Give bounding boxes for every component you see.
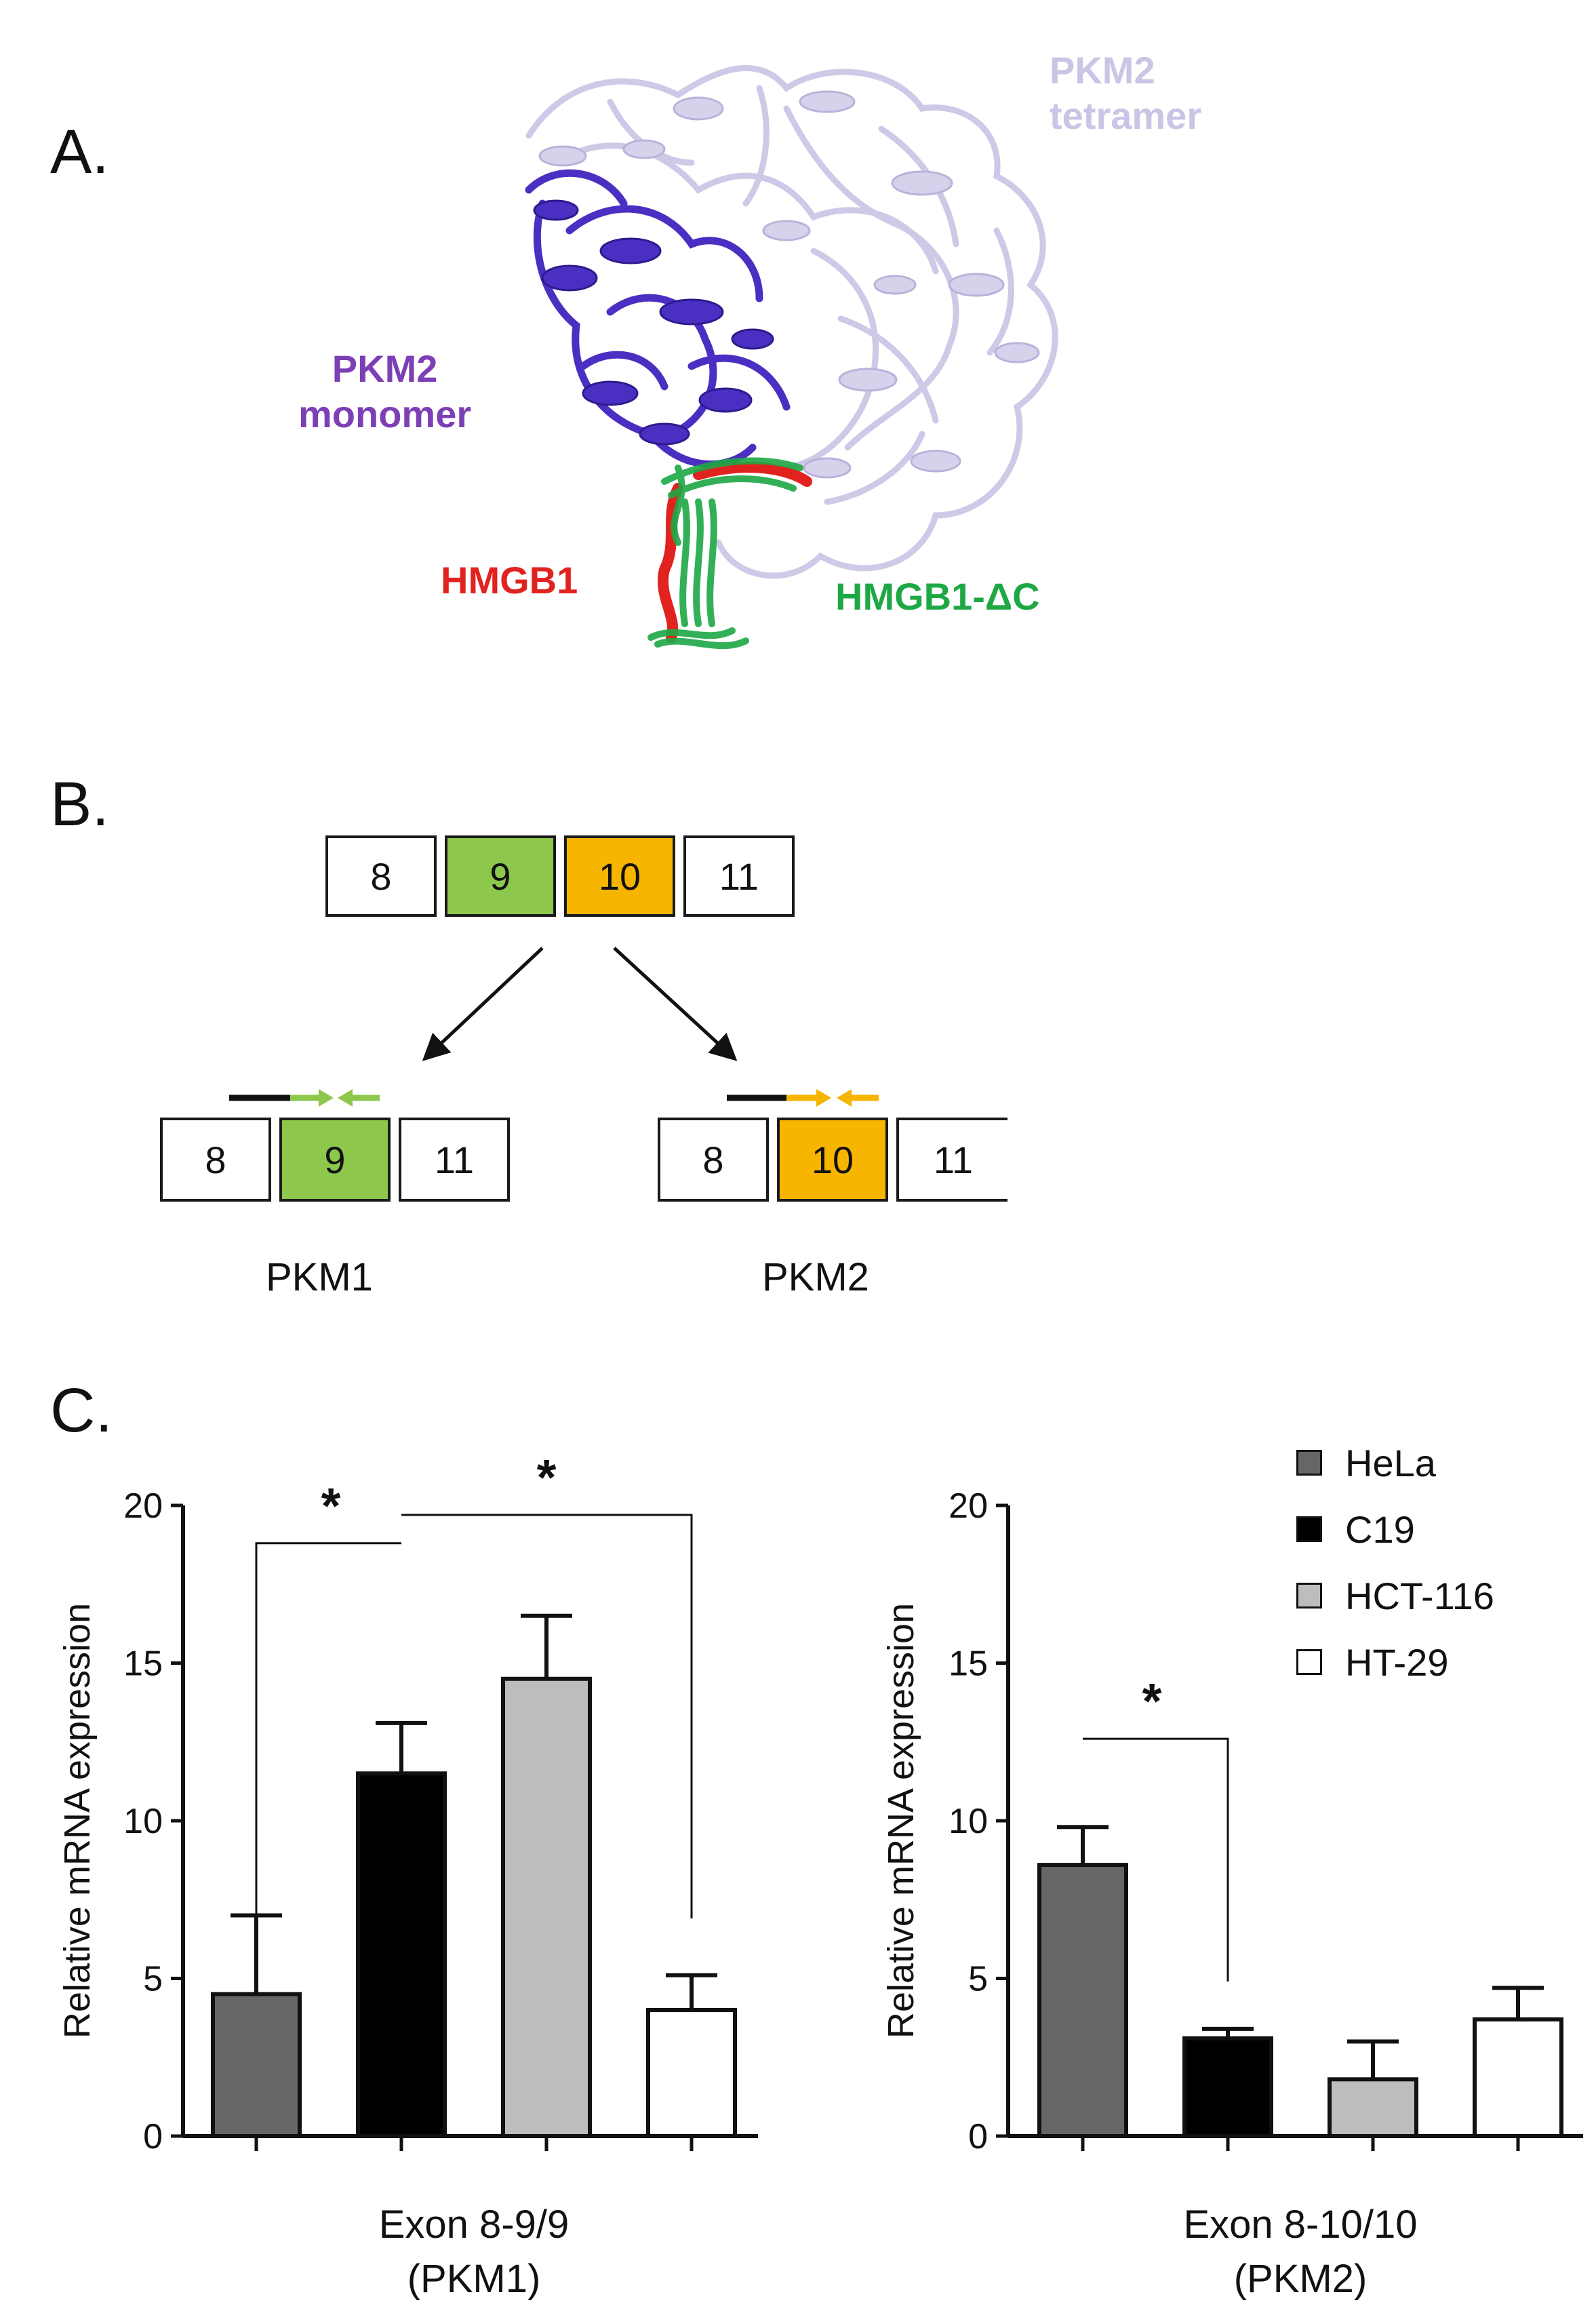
panel-c-letter: C. [50, 1376, 113, 1445]
y-tick-label: 20 [123, 1486, 163, 1526]
panel-b-letter: B. [50, 770, 109, 839]
pkm2-label: PKM2 [762, 1255, 869, 1299]
legend-label: HT-29 [1345, 1640, 1449, 1684]
y-tick-label: 5 [968, 1960, 988, 1999]
gene-exon-9: 9 [445, 835, 556, 917]
y-tick-label: 15 [123, 1644, 163, 1684]
legend-label: C19 [1345, 1507, 1415, 1551]
pkm2-exon-11: 11 [896, 1118, 1008, 1202]
monomer-label-line1: PKM2 [332, 347, 438, 390]
bar [356, 1771, 447, 2138]
gene-exon-9-label: 9 [490, 854, 511, 898]
legend-item: HeLa [1296, 1429, 1494, 1496]
pkm2-exon-8: 8 [658, 1118, 769, 1202]
pkm1-reverse-primer-head [338, 1089, 353, 1107]
gene-exon-11: 11 [683, 835, 795, 917]
y-tick-label: 15 [949, 1644, 988, 1684]
significance-bracket [255, 1542, 401, 1975]
pkm1-exon-8-label: 8 [205, 1138, 226, 1181]
significance-star: * [537, 1458, 557, 1505]
gene-exon-8: 8 [325, 835, 437, 917]
pkm1-exon-11: 11 [399, 1118, 510, 1202]
legend-label: HCT-116 [1345, 1574, 1494, 1617]
x-axis-label-line2: (PKM1) [407, 2257, 541, 2301]
pkm2-reverse-primer-head [837, 1089, 852, 1107]
bar [501, 1676, 592, 2138]
y-tick-label: 0 [143, 2117, 163, 2156]
legend: HeLa C19 HCT-116 HT-29 [1296, 1429, 1494, 1695]
legend-swatch [1296, 1516, 1322, 1542]
pkm1-exon-11-label: 11 [434, 1138, 475, 1181]
legend-swatch [1296, 1583, 1322, 1609]
y-tick-label: 20 [949, 1486, 988, 1526]
pkm1-label: PKM1 [266, 1255, 373, 1299]
pkm2-exon-10: 10 [777, 1118, 888, 1202]
bar [1037, 1863, 1128, 2138]
x-axis-label-line2: (PKM2) [1234, 2257, 1368, 2301]
gene-exon-11-label: 11 [719, 854, 759, 898]
legend-label: HeLa [1345, 1441, 1436, 1484]
chart-pkm2: 0 5 10 15 20 Relative mRNA expression * Exon 8-… [881, 1486, 1583, 2301]
bar [211, 1992, 302, 2138]
monomer-label-line2: monomer [298, 393, 472, 436]
legend-swatch [1296, 1649, 1322, 1675]
y-axis-label: Relative mRNA expression [57, 1603, 98, 2038]
pkm2-hmgb1-structure [525, 64, 1058, 650]
pkm1-forward-primer-head [319, 1089, 334, 1107]
splicing-arrows [229, 947, 879, 1107]
bar [1473, 2017, 1563, 2139]
pkm2-exon-10-label: 10 [811, 1138, 854, 1181]
panel-a-letter: A. [50, 117, 109, 186]
chart-pkm1: 0 5 10 15 20 Relative mRNA expression * * Exon 8… [57, 1458, 758, 2301]
y-tick-label: 5 [143, 1960, 163, 1999]
pkm1-exon-8: 8 [160, 1118, 271, 1202]
bar [646, 2008, 737, 2138]
gene-exon-8-label: 8 [370, 854, 392, 898]
bar [1182, 2036, 1273, 2138]
pkm2-forward-primer-head [816, 1089, 831, 1107]
tetramer-label-line2: tetramer [1050, 94, 1202, 138]
significance-star: * [321, 1478, 341, 1534]
arrow-to-pkm1 [422, 947, 544, 1061]
pkm2-tetramer-helices [538, 90, 1040, 479]
pkm2-exon-8-label: 8 [702, 1138, 724, 1181]
legend-swatch [1296, 1450, 1322, 1476]
significance-star: * [1142, 1673, 1162, 1729]
significance-bracket [1083, 1737, 1229, 1982]
y-tick-label: 10 [949, 1802, 988, 1841]
arrow-to-pkm2 [613, 947, 738, 1061]
pkm2-tetramer-label: PKM2 tetramer [1050, 47, 1201, 138]
pkm1-exon-9-label: 9 [324, 1138, 346, 1181]
pkm2-exon-11-label: 11 [933, 1138, 974, 1181]
pkm2-monomer-label: PKM2 monomer [298, 346, 471, 437]
hmgb1-label: HMGB1 [441, 559, 578, 601]
legend-item: C19 [1296, 1496, 1494, 1562]
y-tick-label: 10 [123, 1802, 163, 1841]
x-axis-label-line1: Exon 8-10/10 [1183, 2203, 1417, 2247]
y-tick-label: 0 [968, 2117, 988, 2156]
hmgb1-dc-label: HMGB1-ΔC [835, 575, 1040, 618]
tetramer-label-line1: PKM2 [1050, 49, 1155, 92]
legend-item: HCT-116 [1296, 1562, 1494, 1629]
hmgb1-ribbon [658, 462, 812, 643]
hmgb1-dc-ribbon [647, 457, 803, 650]
significance-bracket [401, 1514, 693, 1919]
y-axis-label: Relative mRNA expression [881, 1603, 921, 2038]
pkm2-tetramer-ribbon [525, 64, 1058, 579]
x-axis-label-line1: Exon 8-9/9 [379, 2203, 570, 2247]
gene-exon-10-label: 10 [598, 854, 641, 898]
gene-exon-10: 10 [564, 835, 675, 917]
bar [1328, 2077, 1418, 2138]
legend-item: HT-29 [1296, 1629, 1494, 1695]
pkm2-monomer-helices [533, 199, 774, 446]
pkm1-exon-9: 9 [279, 1118, 391, 1202]
